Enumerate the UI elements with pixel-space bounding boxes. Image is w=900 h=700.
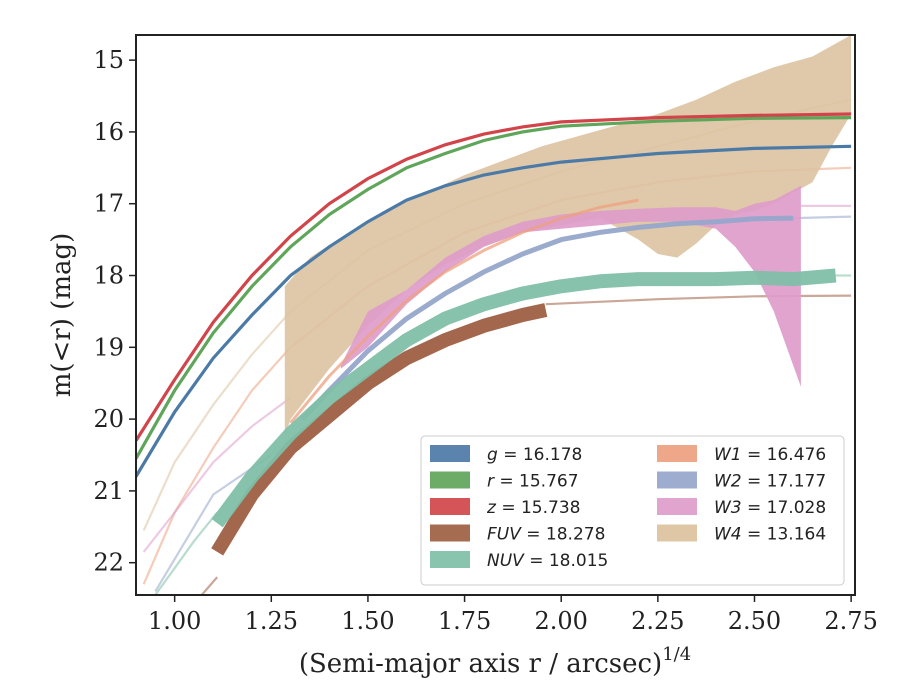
g-legend-label: g = 16.178 <box>487 445 582 465</box>
w4-legend-swatch <box>657 524 697 542</box>
w3-legend-label: W3 = 17.028 <box>714 498 826 518</box>
g-band-curve <box>136 144 852 478</box>
uncertainty-bands-layer <box>284 35 852 438</box>
y-axis-label: m(<r) (mag) <box>47 233 77 398</box>
w4-band <box>284 35 852 438</box>
fuv-legend-label: FUV = 18.278 <box>487 525 605 545</box>
w2-profile <box>300 215 794 421</box>
w2-faint-curve <box>154 454 272 592</box>
r-legend-label: r = 15.767 <box>487 472 579 492</box>
fuv-profile <box>211 303 548 556</box>
r-legend-swatch <box>430 471 470 489</box>
w1-profile <box>289 198 639 424</box>
y-tick-label: 15 <box>93 46 124 74</box>
w2-faint-curve <box>793 215 852 220</box>
x-tick-label: 2.75 <box>824 607 877 635</box>
optical-curves-layer <box>136 112 852 478</box>
y-tick-label: 16 <box>93 118 124 146</box>
z-legend-swatch <box>430 498 470 515</box>
x-tick-label: 1.50 <box>341 607 394 635</box>
thick-profile-layer <box>211 198 837 556</box>
r-band-curve <box>136 116 852 460</box>
w3-band <box>340 185 801 387</box>
nuv-profile <box>211 268 837 528</box>
w3-faint-curve <box>142 396 292 553</box>
x-tick-label: 2.00 <box>534 607 587 635</box>
fuv-legend-swatch <box>430 524 470 542</box>
y-axis-ticks: 15 16 17 18 19 20 21 22 <box>93 46 136 577</box>
nuv-legend-label: NUV = 18.015 <box>487 551 608 571</box>
w3-legend-swatch <box>657 498 697 515</box>
w2-legend-swatch <box>657 471 697 489</box>
z-legend-label: z = 15.738 <box>486 498 580 518</box>
fuv-faint-curve <box>200 576 219 595</box>
y-tick-label: 20 <box>93 405 124 433</box>
w1-legend-label: W1 = 16.476 <box>714 445 826 465</box>
legend-box <box>420 435 845 586</box>
y-tick-label: 21 <box>93 477 124 505</box>
y-tick-label: 22 <box>93 549 124 577</box>
nuv-legend-swatch <box>430 551 470 568</box>
fuv-faint-curve <box>545 294 852 306</box>
x-axis-ticks: 1.00 1.25 1.50 1.75 2.00 2.25 2.50 2.75 <box>148 595 878 635</box>
w4-legend-label: W4 = 13.164 <box>714 525 826 545</box>
y-tick-label: 19 <box>93 333 124 361</box>
x-tick-label: 2.50 <box>728 607 781 635</box>
y-tick-label: 17 <box>93 190 124 218</box>
w1-legend-swatch <box>657 445 697 462</box>
g-legend-swatch <box>430 445 470 462</box>
x-tick-label: 1.00 <box>148 607 201 635</box>
z-band-curve <box>136 112 852 442</box>
nuv-faint-curve <box>154 511 219 595</box>
x-tick-label: 1.25 <box>245 607 298 635</box>
plot-frame <box>135 34 856 596</box>
x-tick-label: 1.75 <box>438 607 491 635</box>
x-axis-label: (Semi-major axis r / arcsec)1/4 <box>299 644 691 679</box>
x-tick-label: 2.25 <box>631 607 684 635</box>
y-tick-label: 18 <box>93 262 124 290</box>
legend: g = 16.178 r = 15.767 z = 15.738 FUV = 18.2… <box>420 435 845 586</box>
w2-legend-label: W2 = 17.177 <box>714 472 826 492</box>
